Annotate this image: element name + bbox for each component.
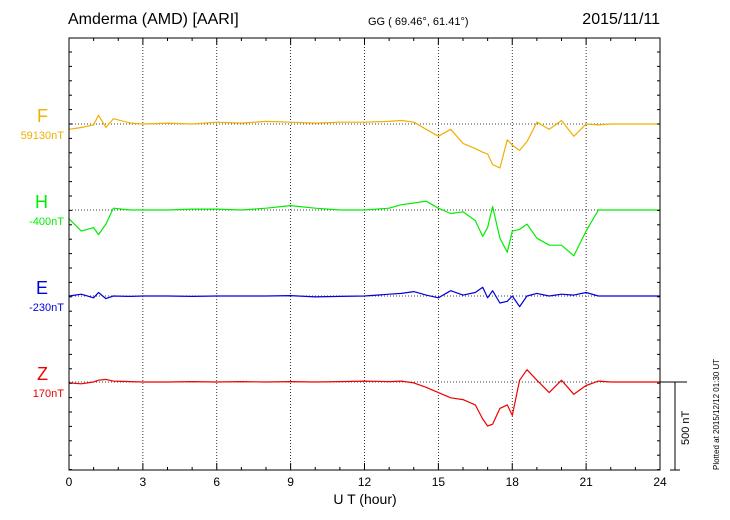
series-line-h — [68, 200, 660, 257]
x-axis-label: U T (hour) — [333, 491, 397, 507]
x-tick-label: 0 — [65, 475, 73, 489]
plotted-at-note: Plotted at 2015/12/12 01:30 UT — [712, 358, 721, 470]
component-label-z: Z — [37, 364, 48, 384]
scale-bar — [660, 381, 687, 471]
component-label-e: E — [35, 278, 48, 298]
x-tick-label: 9 — [287, 475, 294, 489]
axes — [68, 37, 661, 471]
x-tick-label: 24 — [653, 475, 667, 489]
station-title: Amderma (AMD) [AARI] — [68, 11, 239, 28]
grid-lines — [69, 38, 660, 470]
series-line-e — [68, 286, 660, 308]
series-lines — [68, 114, 660, 427]
series-line-z — [68, 369, 660, 427]
x-tick-label: 18 — [505, 475, 519, 489]
scale-bar-label: 500 nT — [680, 410, 692, 445]
baseline-value-e: -230nT — [29, 302, 64, 314]
baseline-value-z: 170nT — [32, 388, 64, 400]
baseline-value-h: -400nT — [29, 216, 64, 228]
x-tick-label: 21 — [579, 475, 593, 489]
series-line-f — [68, 114, 660, 169]
geographic-coordinates: GG ( 69.46°, 61.41°) — [368, 16, 469, 28]
date-label: 2015/11/11 — [582, 11, 660, 28]
x-tick-label: 15 — [431, 475, 446, 489]
x-tick-label: 3 — [139, 475, 147, 489]
component-label-h: H — [35, 192, 48, 212]
component-label-f: F — [37, 106, 48, 126]
x-tick-label: 6 — [213, 475, 221, 489]
baseline-value-f: 59130nT — [20, 130, 64, 142]
x-tick-label: 12 — [357, 475, 372, 489]
